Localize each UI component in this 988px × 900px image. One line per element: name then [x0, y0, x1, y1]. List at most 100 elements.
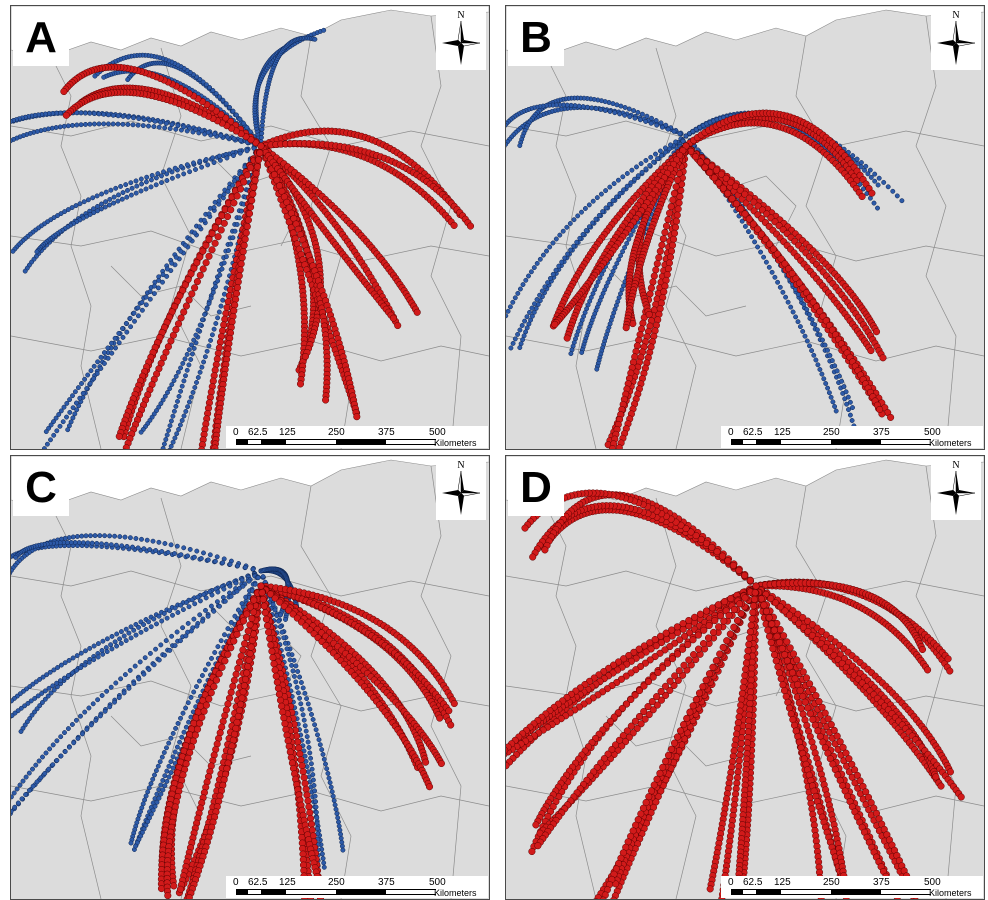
trajectory-point — [302, 753, 308, 759]
trajectory-point — [875, 182, 881, 188]
trajectory-path — [506, 133, 689, 321]
trajectory-point — [466, 222, 475, 230]
trajectory-point — [248, 196, 256, 205]
trajectory-point — [252, 581, 258, 587]
trajectory-point — [320, 855, 326, 861]
trajectory-point — [612, 264, 618, 270]
trajectory-point — [150, 538, 156, 544]
trajectory-point — [164, 178, 170, 183]
trajectory-point — [77, 201, 83, 207]
trajectory-point — [103, 199, 109, 205]
scale-tick: 0 — [233, 427, 239, 438]
trajectory-point — [293, 663, 299, 669]
trajectory-path — [11, 568, 264, 802]
trajectory-point — [98, 354, 104, 360]
trajectory-point — [133, 536, 139, 541]
trajectory-point — [165, 390, 170, 395]
trajectory-point — [201, 592, 207, 597]
trajectory-point — [106, 202, 112, 208]
trajectory-point — [208, 246, 216, 254]
trajectory-point — [647, 163, 653, 168]
trajectory-point — [120, 190, 126, 196]
trajectory-point — [58, 408, 64, 414]
trajectory-point — [655, 156, 660, 162]
trajectory-point — [82, 709, 88, 715]
trajectory-point — [172, 749, 178, 755]
trajectory-point — [115, 198, 121, 204]
trajectory-point — [872, 171, 878, 177]
trajectory-point — [887, 413, 895, 421]
trajectory-point — [217, 332, 226, 340]
trajectory-path — [122, 142, 265, 449]
trajectory-point — [631, 108, 637, 114]
trajectory-point — [191, 554, 197, 560]
trajectory-point — [49, 125, 55, 131]
trajectory-point — [95, 359, 101, 365]
scale-tick: 250 — [823, 427, 840, 438]
trajectory-point — [125, 122, 131, 127]
trajectory-point — [539, 288, 545, 294]
country-border — [11, 230, 489, 262]
trajectory-point — [303, 758, 309, 764]
trajectory-point — [130, 544, 135, 550]
trajectory-point — [57, 423, 63, 429]
trajectory-point — [329, 789, 335, 795]
trajectory-path — [682, 109, 876, 197]
trajectory-point — [196, 253, 204, 261]
trajectory-path — [622, 142, 690, 332]
trajectory-point — [46, 766, 52, 772]
trajectory-point — [737, 205, 745, 213]
scale-segment — [286, 439, 336, 445]
trajectory-point — [857, 182, 863, 187]
trajectory-point — [244, 216, 252, 224]
trajectory-point — [665, 259, 673, 267]
trajectory-point — [177, 739, 183, 745]
trajectory-point — [255, 575, 261, 581]
trajectory-point — [190, 264, 198, 272]
trajectory-point — [143, 179, 149, 185]
trajectory-point — [76, 540, 82, 546]
trajectory-point — [17, 782, 23, 788]
map-panel-b: B N 0 62.5 125 250 375 500 — [505, 5, 985, 450]
trajectory-point — [53, 125, 59, 130]
trajectory-point — [620, 174, 626, 180]
trajectory-path — [549, 142, 690, 330]
trajectory-point — [34, 706, 40, 712]
trajectory-point — [147, 296, 153, 302]
trajectory-point — [183, 600, 189, 605]
trajectory-point — [40, 674, 46, 680]
trajectory-point — [75, 735, 81, 741]
trajectory-point — [218, 638, 224, 644]
trajectory-point — [245, 210, 254, 218]
trajectory-point — [238, 254, 246, 262]
trajectory-point — [281, 635, 287, 641]
trajectory-point — [809, 317, 815, 323]
trajectory-point — [775, 279, 781, 285]
trajectory-point — [237, 116, 243, 122]
trajectory-point — [320, 751, 326, 757]
trajectory-point — [120, 326, 125, 331]
trajectory-point — [239, 248, 247, 256]
trajectory-point — [46, 425, 52, 431]
trajectory-point — [650, 272, 658, 280]
trajectory-point — [169, 633, 175, 639]
trajectory-point — [183, 705, 189, 711]
trajectory-point — [127, 535, 133, 541]
trajectory-point — [39, 700, 45, 705]
trajectory-path — [508, 133, 689, 351]
trajectory-point — [191, 689, 197, 695]
trajectory-point — [163, 437, 169, 442]
trajectory-point — [146, 667, 152, 672]
trajectory-point — [677, 131, 683, 137]
trajectory-point — [122, 672, 128, 678]
trajectory-point — [102, 533, 108, 539]
trajectory-point — [612, 110, 618, 116]
trajectory-point — [324, 766, 330, 772]
trajectory-point — [233, 284, 241, 292]
trajectory-point — [47, 746, 53, 752]
trajectory-point — [28, 698, 34, 704]
trajectory-point — [187, 169, 193, 175]
trajectory-point — [611, 181, 617, 187]
trajectory-point — [766, 264, 772, 270]
trajectory-point — [197, 158, 203, 164]
